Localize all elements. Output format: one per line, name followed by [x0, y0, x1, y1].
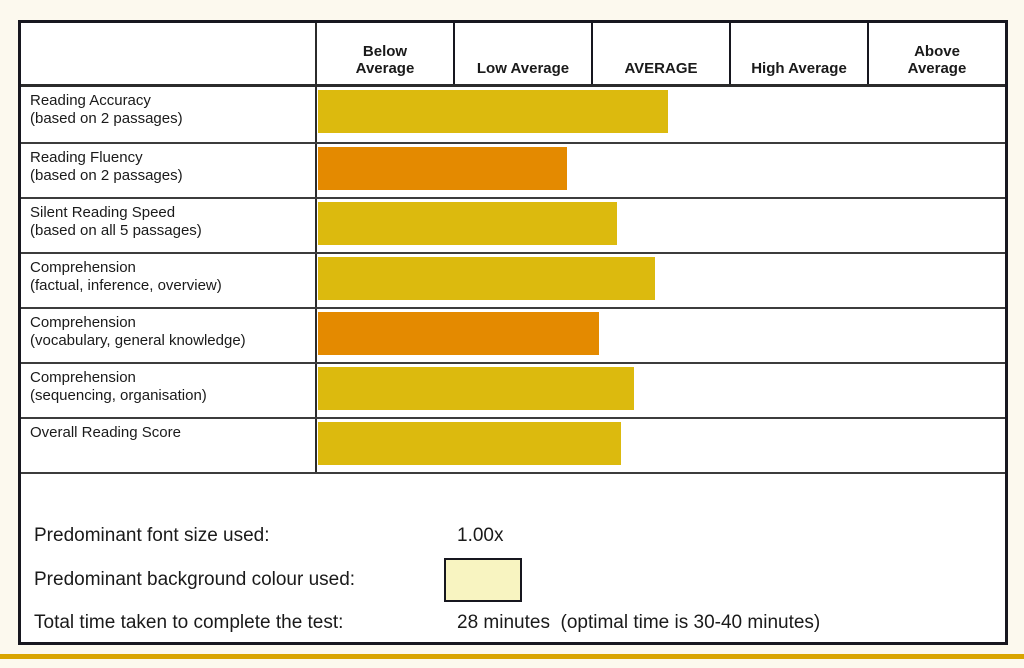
- row-label: Comprehension (sequencing, organisation): [21, 364, 317, 417]
- row-bar-area: [317, 144, 1005, 197]
- background-colour-line: Predominant background colour used:: [34, 558, 997, 602]
- background-colour-label: Predominant background colour used:: [34, 569, 356, 590]
- row-bar-area: [317, 364, 1005, 417]
- row-bar-area: [317, 199, 1005, 252]
- row-bar-area: [317, 87, 1005, 142]
- table-row: Comprehension (vocabulary, general knowle…: [21, 307, 1005, 362]
- score-bar: [318, 202, 617, 245]
- row-label: Comprehension (vocabulary, general knowle…: [21, 309, 317, 362]
- score-rows: Reading Accuracy (based on 2 passages) Rea…: [21, 87, 1005, 472]
- font-size-label: Predominant font size used:: [34, 525, 270, 546]
- band-header-cell: AVERAGE: [593, 23, 731, 84]
- row-label: Silent Reading Speed (based on all 5 pass…: [21, 199, 317, 252]
- row-label: Reading Accuracy (based on 2 passages): [21, 87, 317, 142]
- row-label: Reading Fluency (based on 2 passages): [21, 144, 317, 197]
- total-time-line: Total time taken to complete the test: 2…: [34, 610, 997, 636]
- font-size-line: Predominant font size used: 1.00x: [34, 523, 997, 549]
- score-table: Below Average Low Average AVERAGE High Avera…: [18, 20, 1008, 645]
- header-spacer-cell: [21, 23, 317, 84]
- row-label: Comprehension (factual, inference, overvi…: [21, 254, 317, 307]
- row-bar-area: [317, 254, 1005, 307]
- table-row: Reading Fluency (based on 2 passages): [21, 142, 1005, 197]
- score-bar: [318, 367, 635, 410]
- band-header-cell: Above Average: [907, 43, 967, 77]
- row-bar-area: [317, 309, 1005, 362]
- table-row: Reading Accuracy (based on 2 passages): [21, 87, 1005, 142]
- background-colour-swatch: [444, 558, 522, 602]
- table-row: Comprehension (factual, inference, overvi…: [21, 252, 1005, 307]
- score-bar: [318, 312, 599, 355]
- band-header-cell: Low Average: [455, 23, 593, 84]
- score-bar: [318, 422, 621, 465]
- band-header-cell: High Average: [731, 23, 869, 84]
- band-header-row: Below Average Low Average AVERAGE High Avera…: [21, 23, 1005, 87]
- summary-section: Predominant font size used: 1.00x Predom…: [21, 472, 1005, 646]
- total-time-value: 28 minutes (optimal time is 30-40 minute…: [457, 612, 821, 633]
- table-row: Overall Reading Score: [21, 417, 1005, 472]
- row-bar-area: [317, 419, 1005, 472]
- font-size-value: 1.00x: [457, 525, 504, 546]
- page-bottom-accent-line: [0, 654, 1024, 659]
- table-row: Silent Reading Speed (based on all 5 pass…: [21, 197, 1005, 252]
- table-row: Comprehension (sequencing, organisation): [21, 362, 1005, 417]
- score-bar: [318, 147, 568, 190]
- score-bar: [318, 90, 668, 133]
- row-label: Overall Reading Score: [21, 419, 317, 472]
- total-time-label: Total time taken to complete the test:: [34, 612, 344, 633]
- band-header-cell: Below Average: [317, 23, 455, 84]
- score-bar: [318, 257, 656, 300]
- band-headers: Below Average Low Average AVERAGE High Avera…: [317, 23, 1005, 84]
